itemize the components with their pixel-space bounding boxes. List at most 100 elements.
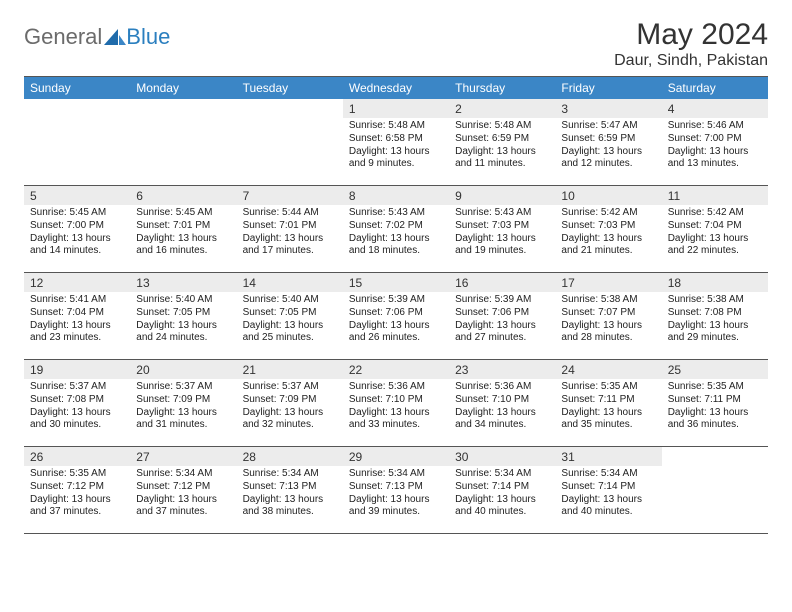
day-cell: 10Sunrise: 5:42 AMSunset: 7:03 PMDayligh… bbox=[555, 186, 661, 272]
day-cell: 17Sunrise: 5:38 AMSunset: 7:07 PMDayligh… bbox=[555, 273, 661, 359]
day-number: 30 bbox=[449, 447, 555, 466]
day-detail: Sunrise: 5:34 AMSunset: 7:14 PMDaylight:… bbox=[555, 466, 661, 523]
day-dl2: and 17 minutes. bbox=[243, 245, 337, 258]
day-dl2: and 32 minutes. bbox=[243, 419, 337, 432]
day-dl2: and 31 minutes. bbox=[136, 419, 230, 432]
day-dl2: and 38 minutes. bbox=[243, 506, 337, 519]
day-sunrise: Sunrise: 5:42 AM bbox=[668, 207, 762, 220]
day-dl2: and 13 minutes. bbox=[668, 158, 762, 171]
day-dl1: Daylight: 13 hours bbox=[561, 320, 655, 333]
day-detail: Sunrise: 5:38 AMSunset: 7:07 PMDaylight:… bbox=[555, 292, 661, 349]
day-detail: Sunrise: 5:37 AMSunset: 7:09 PMDaylight:… bbox=[237, 379, 343, 436]
day-sunrise: Sunrise: 5:35 AM bbox=[668, 381, 762, 394]
day-cell: 12Sunrise: 5:41 AMSunset: 7:04 PMDayligh… bbox=[24, 273, 130, 359]
day-detail: Sunrise: 5:42 AMSunset: 7:03 PMDaylight:… bbox=[555, 205, 661, 262]
day-sunset: Sunset: 7:02 PM bbox=[349, 220, 443, 233]
logo-blue-label: Blue bbox=[126, 24, 170, 50]
day-sunrise: Sunrise: 5:37 AM bbox=[243, 381, 337, 394]
day-detail: Sunrise: 5:39 AMSunset: 7:06 PMDaylight:… bbox=[449, 292, 555, 349]
day-cell: 15Sunrise: 5:39 AMSunset: 7:06 PMDayligh… bbox=[343, 273, 449, 359]
day-dl1: Daylight: 13 hours bbox=[668, 146, 762, 159]
day-detail: Sunrise: 5:47 AMSunset: 6:59 PMDaylight:… bbox=[555, 118, 661, 175]
day-sunrise: Sunrise: 5:34 AM bbox=[243, 468, 337, 481]
day-header-row: SundayMondayTuesdayWednesdayThursdayFrid… bbox=[24, 77, 768, 99]
logo-sail-icon bbox=[104, 27, 126, 47]
day-dl2: and 23 minutes. bbox=[30, 332, 124, 345]
day-number: 7 bbox=[237, 186, 343, 205]
day-cell: 19Sunrise: 5:37 AMSunset: 7:08 PMDayligh… bbox=[24, 360, 130, 446]
day-dl2: and 36 minutes. bbox=[668, 419, 762, 432]
day-dl2: and 40 minutes. bbox=[455, 506, 549, 519]
day-dl2: and 26 minutes. bbox=[349, 332, 443, 345]
day-cell: 30Sunrise: 5:34 AMSunset: 7:14 PMDayligh… bbox=[449, 447, 555, 533]
day-detail: Sunrise: 5:45 AMSunset: 7:01 PMDaylight:… bbox=[130, 205, 236, 262]
day-dl1: Daylight: 13 hours bbox=[243, 494, 337, 507]
day-dl1: Daylight: 13 hours bbox=[243, 233, 337, 246]
day-cell: 25Sunrise: 5:35 AMSunset: 7:11 PMDayligh… bbox=[662, 360, 768, 446]
day-sunrise: Sunrise: 5:40 AM bbox=[136, 294, 230, 307]
day-number: 5 bbox=[24, 186, 130, 205]
day-cell: 26Sunrise: 5:35 AMSunset: 7:12 PMDayligh… bbox=[24, 447, 130, 533]
day-sunrise: Sunrise: 5:48 AM bbox=[349, 120, 443, 133]
day-sunrise: Sunrise: 5:45 AM bbox=[136, 207, 230, 220]
day-dl2: and 28 minutes. bbox=[561, 332, 655, 345]
day-dl1: Daylight: 13 hours bbox=[349, 320, 443, 333]
day-number: 4 bbox=[662, 99, 768, 118]
day-dl2: and 34 minutes. bbox=[455, 419, 549, 432]
day-number: 26 bbox=[24, 447, 130, 466]
day-dl2: and 21 minutes. bbox=[561, 245, 655, 258]
day-sunset: Sunset: 7:12 PM bbox=[30, 481, 124, 494]
day-detail: Sunrise: 5:48 AMSunset: 6:58 PMDaylight:… bbox=[343, 118, 449, 175]
day-sunset: Sunset: 7:12 PM bbox=[136, 481, 230, 494]
day-cell bbox=[237, 99, 343, 185]
day-sunrise: Sunrise: 5:47 AM bbox=[561, 120, 655, 133]
day-cell: 18Sunrise: 5:38 AMSunset: 7:08 PMDayligh… bbox=[662, 273, 768, 359]
day-detail: Sunrise: 5:35 AMSunset: 7:11 PMDaylight:… bbox=[555, 379, 661, 436]
page-title: May 2024 bbox=[614, 18, 768, 52]
day-sunset: Sunset: 6:59 PM bbox=[561, 133, 655, 146]
day-cell: 24Sunrise: 5:35 AMSunset: 7:11 PMDayligh… bbox=[555, 360, 661, 446]
day-dl1: Daylight: 13 hours bbox=[455, 494, 549, 507]
day-dl2: and 40 minutes. bbox=[561, 506, 655, 519]
day-number: 2 bbox=[449, 99, 555, 118]
day-sunset: Sunset: 7:13 PM bbox=[349, 481, 443, 494]
day-dl1: Daylight: 13 hours bbox=[668, 233, 762, 246]
day-cell: 29Sunrise: 5:34 AMSunset: 7:13 PMDayligh… bbox=[343, 447, 449, 533]
day-cell: 8Sunrise: 5:43 AMSunset: 7:02 PMDaylight… bbox=[343, 186, 449, 272]
day-detail: Sunrise: 5:34 AMSunset: 7:12 PMDaylight:… bbox=[130, 466, 236, 523]
day-detail: Sunrise: 5:48 AMSunset: 6:59 PMDaylight:… bbox=[449, 118, 555, 175]
day-detail: Sunrise: 5:36 AMSunset: 7:10 PMDaylight:… bbox=[343, 379, 449, 436]
day-detail: Sunrise: 5:34 AMSunset: 7:13 PMDaylight:… bbox=[237, 466, 343, 523]
day-dl1: Daylight: 13 hours bbox=[455, 146, 549, 159]
day-dl1: Daylight: 13 hours bbox=[30, 233, 124, 246]
day-dl1: Daylight: 13 hours bbox=[136, 233, 230, 246]
day-sunset: Sunset: 7:01 PM bbox=[243, 220, 337, 233]
day-dl1: Daylight: 13 hours bbox=[30, 407, 124, 420]
day-number: 25 bbox=[662, 360, 768, 379]
day-sunset: Sunset: 7:06 PM bbox=[349, 307, 443, 320]
day-dl2: and 14 minutes. bbox=[30, 245, 124, 258]
day-number: 28 bbox=[237, 447, 343, 466]
day-sunset: Sunset: 7:05 PM bbox=[136, 307, 230, 320]
day-number: 11 bbox=[662, 186, 768, 205]
day-sunset: Sunset: 7:03 PM bbox=[561, 220, 655, 233]
day-sunset: Sunset: 7:14 PM bbox=[455, 481, 549, 494]
day-dl2: and 30 minutes. bbox=[30, 419, 124, 432]
day-detail: Sunrise: 5:39 AMSunset: 7:06 PMDaylight:… bbox=[343, 292, 449, 349]
day-sunrise: Sunrise: 5:35 AM bbox=[30, 468, 124, 481]
day-detail: Sunrise: 5:42 AMSunset: 7:04 PMDaylight:… bbox=[662, 205, 768, 262]
day-sunset: Sunset: 7:08 PM bbox=[30, 394, 124, 407]
day-detail: Sunrise: 5:35 AMSunset: 7:12 PMDaylight:… bbox=[24, 466, 130, 523]
day-cell bbox=[24, 99, 130, 185]
day-header-cell: Saturday bbox=[662, 77, 768, 99]
page-subtitle: Daur, Sindh, Pakistan bbox=[614, 52, 768, 70]
day-dl2: and 25 minutes. bbox=[243, 332, 337, 345]
day-header-cell: Thursday bbox=[449, 77, 555, 99]
day-sunset: Sunset: 7:10 PM bbox=[349, 394, 443, 407]
day-dl2: and 39 minutes. bbox=[349, 506, 443, 519]
day-sunrise: Sunrise: 5:46 AM bbox=[668, 120, 762, 133]
day-cell: 22Sunrise: 5:36 AMSunset: 7:10 PMDayligh… bbox=[343, 360, 449, 446]
day-dl1: Daylight: 13 hours bbox=[561, 233, 655, 246]
day-number: 15 bbox=[343, 273, 449, 292]
week-row: 1Sunrise: 5:48 AMSunset: 6:58 PMDaylight… bbox=[24, 99, 768, 186]
